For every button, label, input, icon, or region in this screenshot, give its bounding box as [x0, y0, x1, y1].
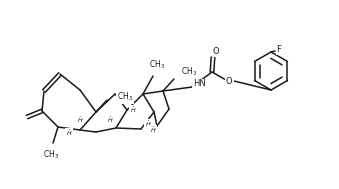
Text: CH$_3$: CH$_3$ [181, 66, 197, 78]
Text: CH$_3$: CH$_3$ [43, 149, 59, 161]
Text: HN: HN [193, 80, 206, 88]
Text: F: F [277, 46, 281, 54]
Text: O: O [226, 77, 232, 85]
Text: CH$_3$: CH$_3$ [117, 91, 133, 103]
Text: $\bar{H}$: $\bar{H}$ [77, 115, 83, 125]
Text: $\bar{H}$: $\bar{H}$ [107, 115, 113, 125]
Text: $\bar{H}$: $\bar{H}$ [130, 105, 136, 115]
Text: O: O [213, 47, 219, 57]
Text: O: O [227, 77, 233, 87]
Text: $\bar{H}$: $\bar{H}$ [145, 119, 151, 129]
Text: CH$_3$: CH$_3$ [149, 59, 165, 71]
Text: $\bar{H}$: $\bar{H}$ [150, 125, 156, 135]
Text: $\bar{H}$: $\bar{H}$ [66, 128, 72, 138]
